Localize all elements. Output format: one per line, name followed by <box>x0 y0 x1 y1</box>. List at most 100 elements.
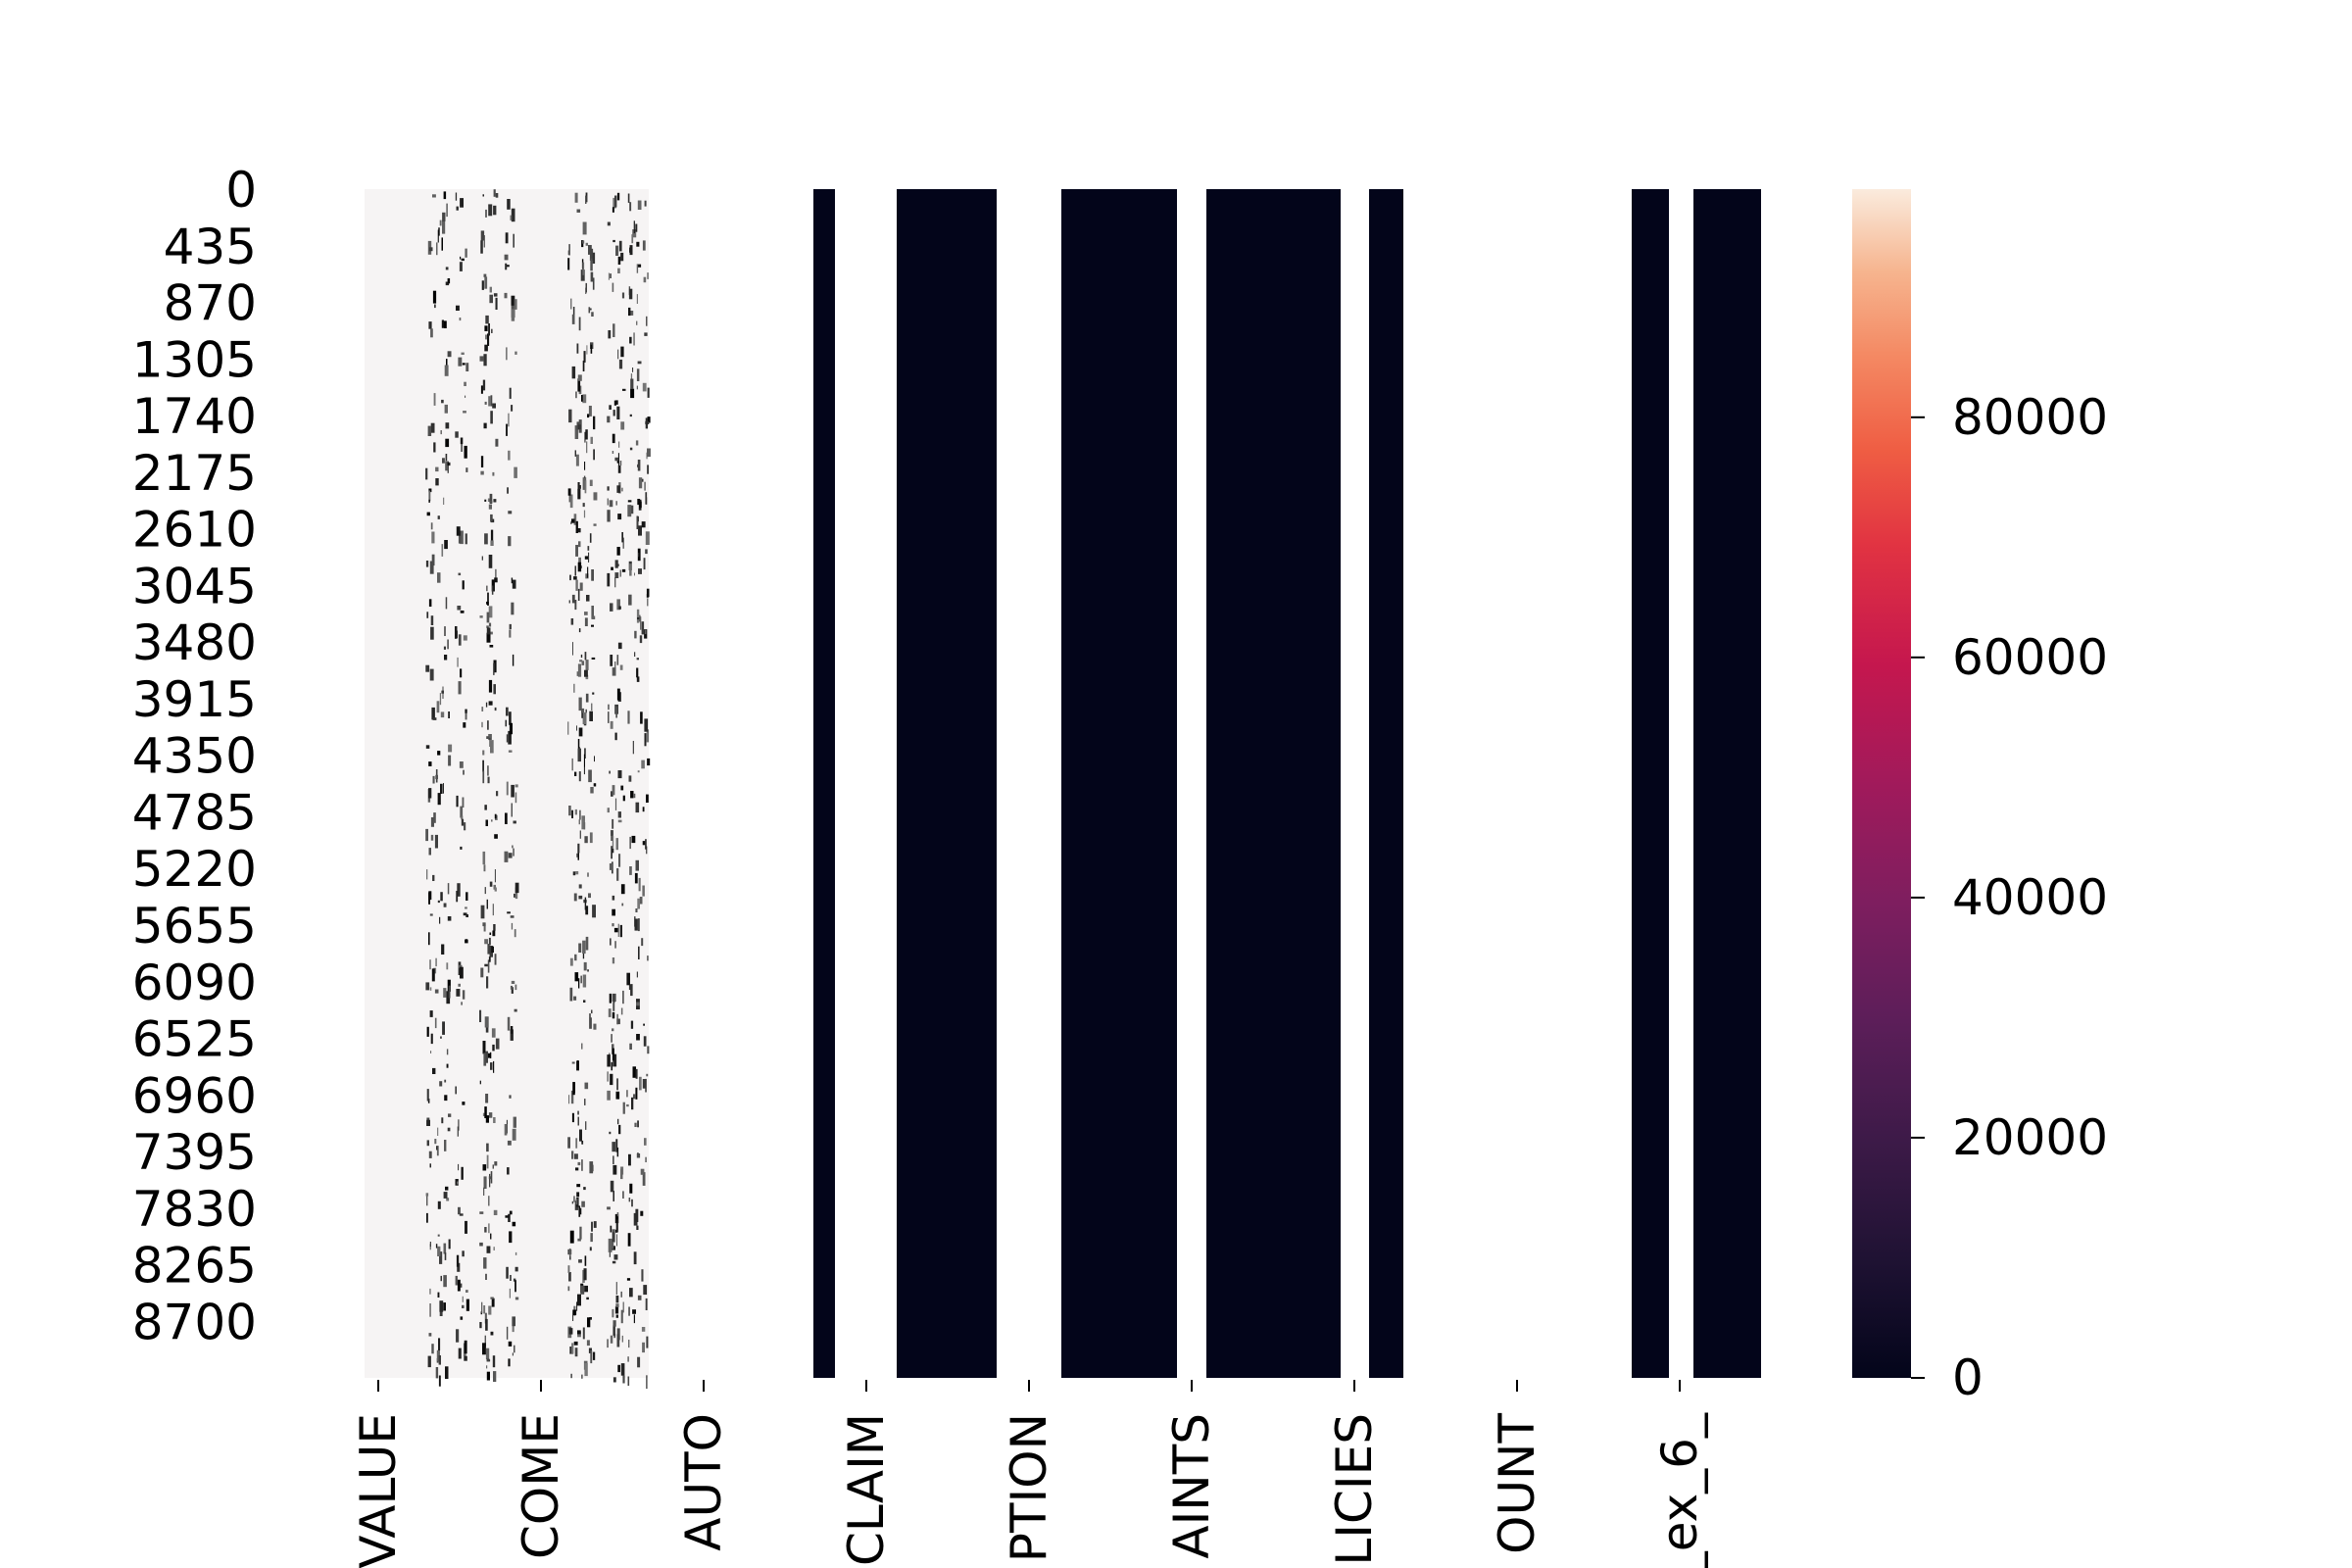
heatmap-streak <box>445 1366 449 1379</box>
heatmap-streak <box>484 325 488 331</box>
heatmap-streak <box>629 564 632 576</box>
heatmap-streak <box>618 240 622 252</box>
heatmap-streak <box>636 294 638 304</box>
heatmap-streak <box>578 697 582 711</box>
heatmap-streak <box>437 572 441 583</box>
heatmap-streak <box>479 1211 484 1214</box>
heatmap-streak <box>457 1279 461 1292</box>
heatmap-streak <box>455 626 458 639</box>
heatmap-streak <box>585 693 589 703</box>
heatmap-streak <box>622 1102 625 1114</box>
heatmap-streak <box>612 923 614 927</box>
heatmap-streak <box>620 346 624 358</box>
heatmap-streak <box>630 378 634 389</box>
heatmap-streak <box>644 733 647 747</box>
heatmap-streak <box>607 1090 611 1101</box>
heatmap-streak <box>437 1246 441 1256</box>
y-tick-label: 6525 <box>132 1011 257 1068</box>
heatmap-streak <box>487 776 490 784</box>
heatmap-streak <box>459 262 463 271</box>
heatmap-cells <box>265 189 1761 1378</box>
heatmap-streak <box>609 770 611 774</box>
heatmap-streak <box>579 830 581 839</box>
heatmap-streak <box>429 1244 431 1250</box>
heatmap-streak <box>443 1192 448 1199</box>
heatmap-streak <box>576 1184 581 1188</box>
heatmap-column-band-14 <box>1632 189 1669 1378</box>
heatmap-streak <box>428 848 431 856</box>
heatmap-streak <box>575 1199 578 1205</box>
heatmap-streak <box>635 1087 638 1100</box>
heatmap-streak <box>618 441 620 448</box>
heatmap-streak <box>614 1305 619 1314</box>
heatmap-streak <box>465 533 467 545</box>
heatmap-streak <box>457 657 459 667</box>
heatmap-streak <box>620 1007 623 1015</box>
heatmap-streak <box>609 1131 612 1135</box>
heatmap-streaks <box>425 189 651 1390</box>
heatmap-streak <box>504 292 508 299</box>
heatmap-streak <box>507 1016 511 1031</box>
heatmap-streak <box>507 911 511 914</box>
heatmap-streak <box>429 1288 431 1295</box>
heatmap-streak <box>490 529 494 543</box>
heatmap-streak <box>430 422 435 433</box>
heatmap-streak <box>572 642 573 656</box>
heatmap-streak <box>434 1139 437 1145</box>
heatmap-column-band-6 <box>897 189 997 1378</box>
heatmap-streak <box>572 1312 574 1321</box>
heatmap-streak <box>444 626 446 636</box>
heatmap-streak <box>612 849 614 854</box>
heatmap-streak <box>508 511 513 514</box>
heatmap-streak <box>446 1049 449 1055</box>
heatmap-streak <box>643 1036 647 1047</box>
heatmap-streak <box>576 343 579 354</box>
heatmap-streak <box>485 702 488 708</box>
heatmap-streak <box>514 887 518 900</box>
heatmap-streak <box>614 195 617 208</box>
heatmap-streak <box>611 566 613 570</box>
heatmap-streak <box>491 819 493 822</box>
heatmap-streak <box>485 1094 489 1103</box>
heatmap-streak <box>635 440 639 446</box>
heatmap-streak <box>646 1336 649 1348</box>
heatmap-streak <box>438 1355 441 1365</box>
heatmap-streak <box>461 352 465 355</box>
heatmap-streak <box>616 655 619 665</box>
heatmap-streak <box>642 240 646 251</box>
heatmap-streak <box>587 546 590 551</box>
heatmap-streak <box>576 671 579 676</box>
heatmap-streak <box>646 316 648 326</box>
heatmap-streak <box>570 1373 572 1379</box>
heatmap-streak <box>646 846 648 855</box>
heatmap-streak <box>426 1119 430 1126</box>
heatmap-streak <box>636 385 638 390</box>
heatmap-streak <box>588 307 591 314</box>
heatmap-streak <box>439 1081 443 1087</box>
heatmap-streak <box>464 822 466 831</box>
heatmap-streak <box>458 983 461 987</box>
heatmap-streak <box>637 200 642 210</box>
heatmap-streak <box>568 1248 571 1257</box>
heatmap-streak <box>585 429 588 440</box>
heatmap-streak <box>643 1023 645 1026</box>
heatmap-streak <box>577 374 582 381</box>
heatmap-streak <box>635 1208 639 1222</box>
heatmap-streak <box>617 770 622 779</box>
heatmap-column-band-12 <box>1369 189 1403 1378</box>
heatmap-streak <box>434 304 436 309</box>
heatmap-column-band-8 <box>1061 189 1177 1378</box>
heatmap-streak <box>588 769 592 783</box>
heatmap-streak <box>612 451 614 454</box>
heatmap-streak <box>617 466 621 473</box>
heatmap-streak <box>483 923 486 932</box>
heatmap-streak <box>592 905 596 918</box>
heatmap-streak <box>608 272 610 280</box>
heatmap-streak <box>635 908 638 912</box>
heatmap-streak <box>612 1191 614 1201</box>
heatmap-streak <box>511 803 513 817</box>
heatmap-streak <box>568 494 570 503</box>
heatmap-streak <box>481 556 483 561</box>
heatmap-streak <box>615 245 619 256</box>
heatmap-streak <box>609 863 613 870</box>
